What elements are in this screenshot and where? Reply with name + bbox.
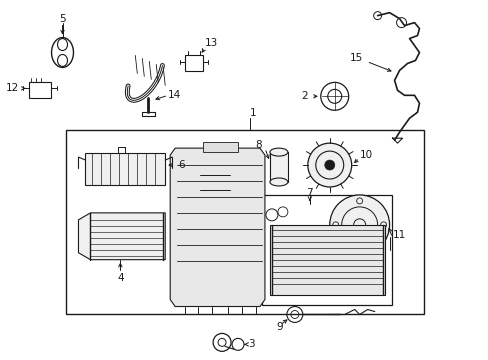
Ellipse shape (269, 178, 287, 186)
Ellipse shape (269, 148, 287, 156)
Polygon shape (78, 213, 165, 260)
Text: 11: 11 (392, 230, 405, 240)
Text: 10: 10 (359, 150, 372, 160)
Polygon shape (269, 225, 384, 294)
Bar (185, 55, 203, 71)
Text: 6: 6 (178, 160, 184, 170)
Circle shape (329, 195, 389, 255)
Text: 12: 12 (5, 84, 19, 93)
Text: 14: 14 (168, 90, 181, 100)
Text: 5: 5 (59, 14, 66, 24)
Bar (203, 142, 238, 152)
Bar (262, 195, 391, 305)
Bar (269, 152, 287, 182)
Text: 1: 1 (249, 108, 256, 118)
Text: 15: 15 (349, 54, 362, 63)
Text: 7: 7 (306, 188, 312, 198)
Bar (65, 130, 424, 315)
Circle shape (324, 160, 334, 170)
Text: 3: 3 (247, 339, 254, 349)
Polygon shape (170, 148, 264, 306)
Text: 8: 8 (255, 140, 262, 150)
Polygon shape (85, 153, 165, 185)
Text: 4: 4 (117, 273, 123, 283)
Circle shape (307, 143, 351, 187)
Circle shape (315, 151, 343, 179)
Bar (29, 82, 50, 98)
Text: 9: 9 (276, 323, 283, 332)
Text: 13: 13 (204, 37, 218, 48)
Text: 2: 2 (301, 91, 307, 101)
